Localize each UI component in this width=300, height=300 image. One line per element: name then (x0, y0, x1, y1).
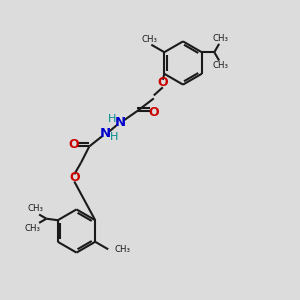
Text: H: H (108, 114, 117, 124)
Text: CH₃: CH₃ (28, 204, 43, 213)
Text: H: H (110, 132, 118, 142)
Text: CH₃: CH₃ (142, 35, 158, 44)
Text: N: N (100, 127, 111, 140)
Text: O: O (158, 76, 168, 89)
Text: CH₃: CH₃ (213, 34, 229, 43)
Text: CH₃: CH₃ (25, 224, 40, 233)
Text: O: O (68, 138, 79, 152)
Text: N: N (115, 116, 126, 129)
Text: CH₃: CH₃ (213, 61, 229, 70)
Text: O: O (69, 171, 80, 184)
Text: CH₃: CH₃ (115, 245, 131, 254)
Text: O: O (148, 106, 159, 119)
